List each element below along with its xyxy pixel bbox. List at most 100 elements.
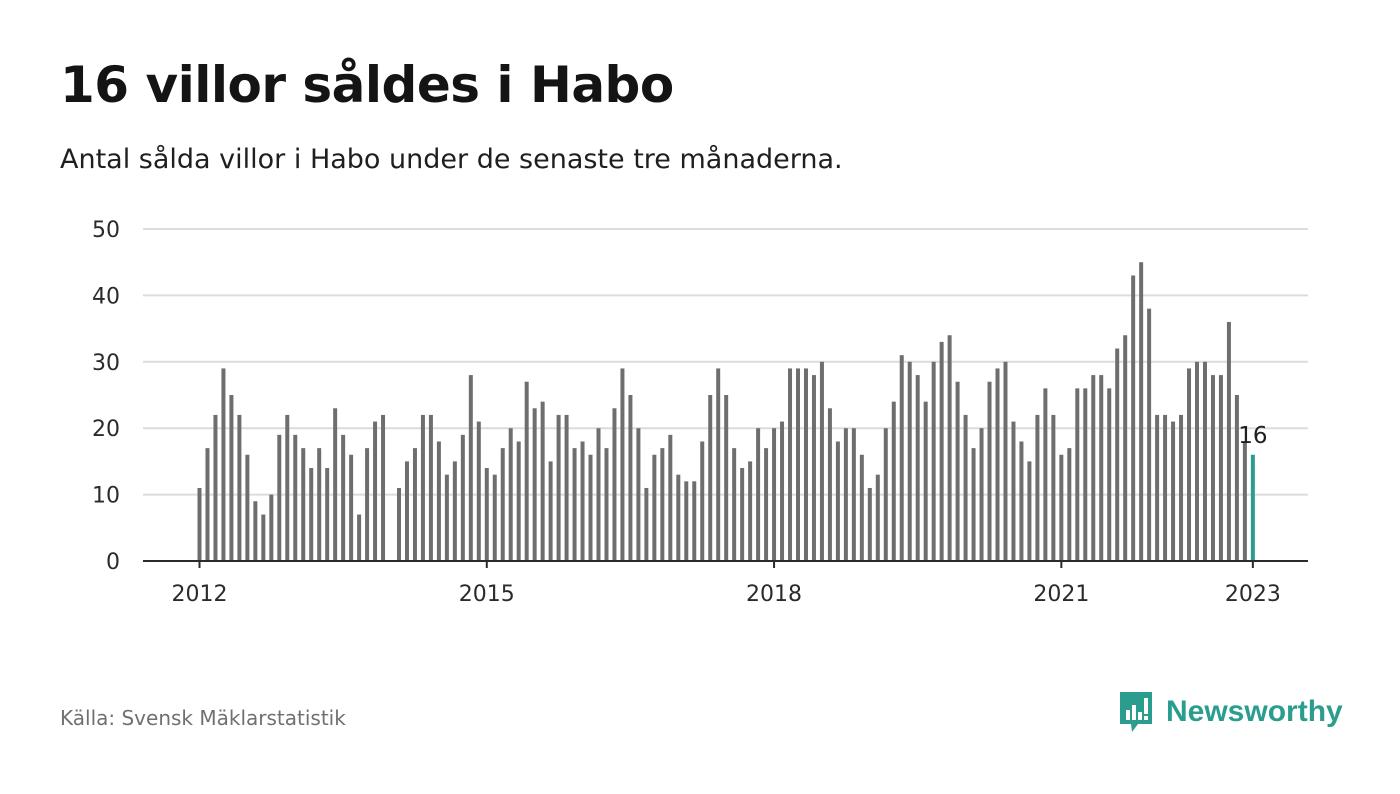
bar: [620, 368, 625, 561]
bar: [397, 487, 401, 561]
bar: [245, 454, 250, 561]
bar: [572, 448, 577, 561]
bar: [676, 474, 681, 561]
bar: [213, 414, 218, 561]
bar: [1242, 441, 1247, 561]
bar: [357, 514, 362, 561]
bar: [788, 368, 793, 561]
bar: [963, 414, 968, 561]
bar: [684, 481, 689, 561]
y-tick-label: 50: [92, 218, 120, 243]
bar: [476, 421, 481, 561]
newsworthy-logo-icon: [1120, 692, 1152, 732]
bar: [971, 448, 976, 561]
bar: [197, 487, 202, 561]
bar: [325, 468, 330, 561]
bar: [205, 448, 210, 561]
bar: [1059, 454, 1064, 561]
x-tick-label: 2012: [172, 582, 228, 607]
bar: [468, 375, 473, 561]
bar: [333, 408, 338, 561]
bar: [420, 414, 425, 561]
bar: [1003, 361, 1008, 561]
bar: [508, 428, 513, 561]
bar: [604, 448, 609, 561]
bar: [492, 474, 497, 561]
bar: [540, 401, 545, 561]
bar: [285, 414, 290, 561]
bar: [293, 434, 298, 561]
bar: [1218, 375, 1223, 561]
bar: [404, 461, 409, 561]
bar: [580, 441, 585, 561]
bar: [596, 428, 601, 561]
bar: [1155, 414, 1160, 561]
bar: [269, 494, 274, 561]
bar: [923, 401, 928, 561]
bar: [652, 454, 657, 561]
bar: [660, 448, 665, 561]
y-tick-label: 0: [106, 550, 120, 575]
bar: [811, 375, 816, 561]
bar: [221, 368, 226, 561]
bar: [612, 408, 617, 561]
bar: [1202, 361, 1207, 561]
bar: [556, 414, 561, 561]
x-tick-label: 2021: [1033, 582, 1089, 607]
bar: [995, 368, 1000, 561]
bar: [1091, 375, 1096, 561]
bar: [309, 468, 314, 561]
bar: [947, 335, 952, 561]
bar: [349, 454, 354, 561]
x-tick-label: 2015: [459, 582, 515, 607]
bar: [668, 434, 673, 561]
bar: [939, 341, 944, 561]
bar: [987, 381, 992, 561]
bar: [460, 434, 465, 561]
bar: [237, 414, 242, 561]
bar: [644, 487, 649, 561]
bar: [516, 441, 521, 561]
bar: [277, 434, 282, 561]
bar: [1147, 308, 1152, 561]
bar: [1131, 275, 1136, 561]
bar: [708, 395, 713, 561]
chart-title: 16 villor såldes i Habo: [60, 56, 674, 114]
bar: [1115, 348, 1120, 561]
bar: [444, 474, 449, 561]
bar: [1067, 448, 1072, 561]
x-tick-label: 2023: [1225, 582, 1281, 607]
bar: [1210, 375, 1215, 561]
bar: [373, 421, 378, 561]
bar: [1195, 361, 1199, 561]
bar: [899, 355, 904, 561]
y-tick-label: 30: [92, 351, 120, 376]
y-tick-label: 10: [92, 484, 120, 509]
brand-logo[interactable]: Newsworthy: [1118, 690, 1343, 734]
bar: [931, 361, 936, 561]
axes: 0 10 20 30 40 50 2012 2015 2018 2021 2023 16: [92, 218, 1308, 607]
highlight-value-label: 16: [1238, 423, 1267, 449]
bar: [740, 468, 745, 561]
bar: [1123, 335, 1128, 561]
bar: [1035, 414, 1040, 561]
bar: [484, 468, 489, 561]
bar: [867, 487, 872, 561]
bar: [628, 395, 633, 561]
bar: [716, 368, 721, 561]
bar: [261, 514, 266, 561]
bar-highlight: [1250, 454, 1255, 561]
bar: [1043, 388, 1048, 561]
bar: [1019, 441, 1024, 561]
bar: [1171, 421, 1176, 561]
bar: [891, 401, 896, 561]
bars: [197, 262, 1255, 561]
bar: [532, 408, 537, 561]
bar: [851, 428, 856, 561]
bar: [692, 481, 697, 561]
bar: [700, 441, 705, 561]
bar: [955, 381, 960, 561]
bar: [452, 461, 457, 561]
bar: [1163, 414, 1168, 561]
bar: [756, 428, 761, 561]
